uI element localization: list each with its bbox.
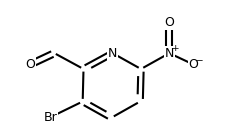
Text: O: O (25, 58, 35, 71)
Text: −: − (195, 55, 202, 64)
Text: N: N (108, 47, 117, 60)
Text: O: O (164, 16, 174, 29)
Text: +: + (171, 44, 179, 53)
Text: Br: Br (43, 111, 57, 124)
Text: O: O (189, 58, 198, 71)
Text: N: N (165, 47, 174, 60)
